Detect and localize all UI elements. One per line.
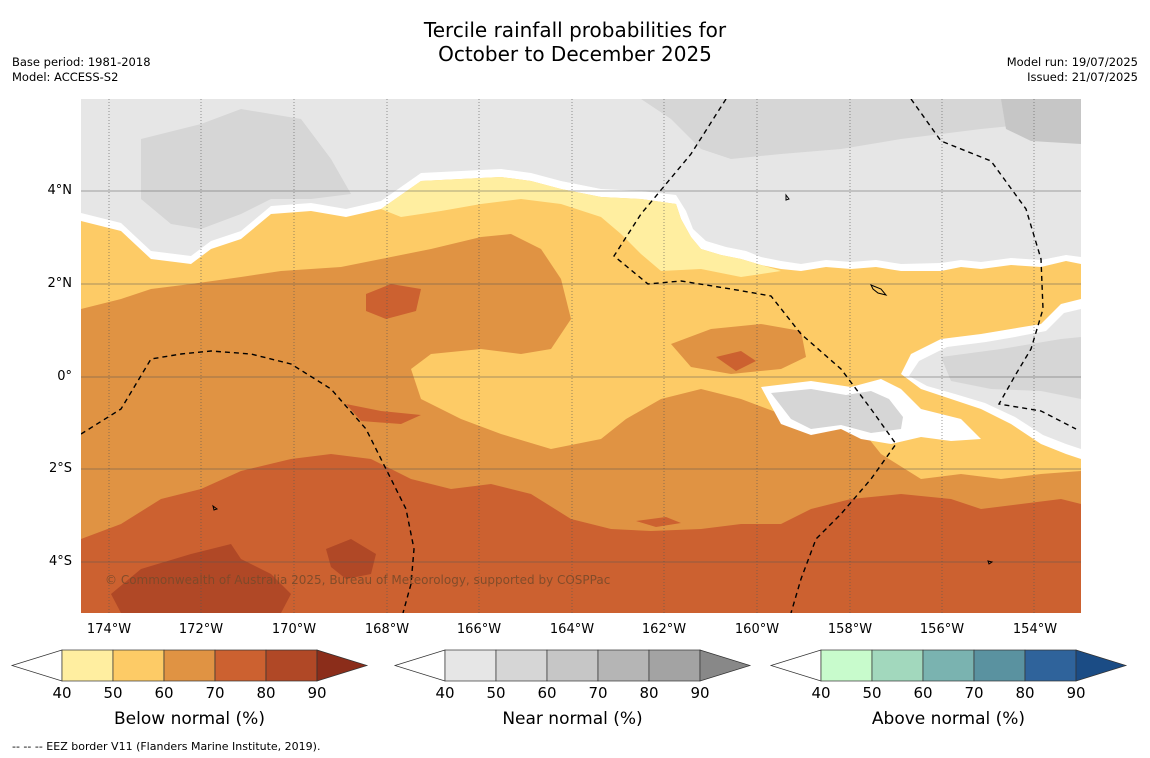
below-70-80-south [81,454,1081,613]
near-normal-colorbar-segment [648,649,701,682]
near-normal-colorbar-tick: 80 [639,684,659,702]
lon-label-162w: 162°W [641,622,687,637]
above-normal-colorbar-segment [871,649,924,682]
near-normal-colorbar-title: Near normal (%) [502,709,643,729]
lon-label-168w: 168°W [364,622,410,637]
grid-lat [81,190,1081,563]
below-normal-colorbar-segment [214,649,267,682]
model-run-text: Model run: 19/07/2025 [1006,55,1138,69]
eez-borders [81,99,1077,613]
lon-label-158w: 158°W [827,622,873,637]
below-normal-colorbar-over-triangle [316,649,369,682]
above-normal-colorbar-title: Above normal (%) [871,709,1026,729]
above-normal-colorbar-tick: 90 [1066,684,1086,702]
near-normal-colorbar-tick: 50 [486,684,506,702]
below-normal-colorbar-tick: 70 [205,684,225,702]
lon-label-154w: 154°W [1012,622,1058,637]
copyright-text: © Commonwealth of Australia 2025, Bureau… [105,573,611,587]
lon-label-160w: 160°W [734,622,780,637]
map-title: Tercile rainfall probabilities for Octob… [0,18,1150,66]
lon-label-174w: 174°W [86,622,132,637]
above-normal-colorbar-tick: 60 [913,684,933,702]
above-normal-colorbar-segment [1024,649,1077,682]
title-line-1: Tercile rainfall probabilities for [423,18,727,42]
probability-map [81,99,1081,613]
near-normal-north-darker-3 [1001,99,1081,144]
below-70-80-spot-south [636,517,681,527]
below-normal-colorbar-segment [265,649,318,682]
model-text: Model: ACCESS-S2 [12,70,119,84]
near-normal-colorbar-over-triangle [699,649,752,682]
below-normal-colorbar-under-triangle [10,649,63,682]
below-normal-colorbar-title: Below normal (%) [114,709,265,729]
near-normal-colorbar-segment [546,649,599,682]
lon-label-156w: 156°W [919,622,965,637]
below-normal-colorbar-tick: 80 [256,684,276,702]
below-normal-colorbar [10,649,369,682]
below-60-70-mid [671,324,806,374]
map-canvas [81,99,1081,613]
below-normal-colorbar-tick: 40 [52,684,72,702]
lat-label-0: 0° [57,369,72,384]
near-normal-colorbar [393,649,752,682]
below-normal-colorbar-tick: 90 [307,684,327,702]
above-normal-colorbar-tick: 70 [964,684,984,702]
above-normal-colorbar-segment [820,649,873,682]
lat-label-4n: 4°N [47,183,73,198]
near-normal-colorbar-segment [495,649,548,682]
below-70-80-spot-center [346,404,421,424]
meta-right: Model run: 19/07/2025 Issued: 21/07/2025 [1007,55,1138,85]
near-normal-colorbar-tick: 60 [537,684,557,702]
below-80-90-patch-2 [326,539,376,579]
near-normal-colorbar-segment [444,649,497,682]
near-normal-north-darker-2 [141,109,351,229]
near-normal-east-darker [941,337,1081,399]
above-normal-colorbar-tick: 40 [811,684,831,702]
below-normal-colorbar-segment [163,649,216,682]
lon-label-164w: 164°W [549,622,595,637]
below-normal-colorbar-segment [112,649,165,682]
below-normal-colorbar-tick: 60 [154,684,174,702]
title-line-2: October to December 2025 [438,42,712,66]
above-normal-colorbar-segment [922,649,975,682]
above-normal-colorbar-tick: 80 [1015,684,1035,702]
above-normal-colorbar [769,649,1128,682]
below-80-90-patch [111,544,291,613]
near-normal-colorbar-tick: 90 [690,684,710,702]
below-normal-colorbar-segment [61,649,114,682]
above-normal-colorbar-tick: 50 [862,684,882,702]
near-normal-colorbar-segment [597,649,650,682]
lat-label-2s: 2°S [48,461,72,476]
below-40-band-north [381,177,781,277]
near-normal-equator-fill [771,389,903,433]
near-normal-colorbar-under-triangle [393,649,446,682]
above-normal-colorbar-segment [973,649,1026,682]
issued-text: Issued: 21/07/2025 [1027,70,1138,84]
above-normal-colorbar-under-triangle [769,649,822,682]
near-normal-colorbar-tick: 40 [435,684,455,702]
base-period-text: Base period: 1981-2018 [12,55,151,69]
island-marks [212,193,994,565]
near-normal-north-darker [451,99,1081,159]
eez-footer-note: -- -- -- EEZ border V11 (Flanders Marine… [12,740,321,753]
lon-label-166w: 166°W [456,622,502,637]
lon-label-172w: 172°W [178,622,224,637]
near-normal-colorbar-tick: 70 [588,684,608,702]
below-70-80-spot-north [366,284,421,319]
above-normal-colorbar-over-triangle [1075,649,1128,682]
lat-label-2n: 2°N [47,276,73,291]
lon-label-170w: 170°W [271,622,317,637]
meta-left: Base period: 1981-2018 Model: ACCESS-S2 [12,55,151,85]
below-70-80-spot-east [716,351,756,371]
below-normal-colorbar-tick: 50 [103,684,123,702]
lat-label-4s: 4°S [48,554,72,569]
